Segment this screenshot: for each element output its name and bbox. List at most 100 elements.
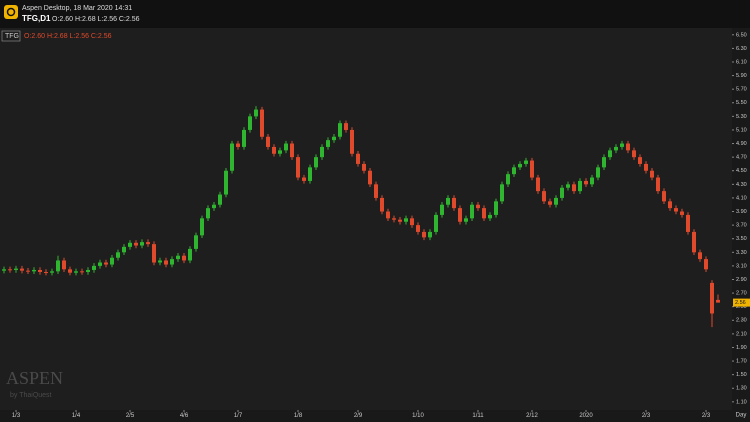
candle-body: [386, 211, 390, 219]
y-tick-label: 1.30: [736, 386, 747, 392]
candle-body: [212, 204, 216, 209]
y-tick-label: 3.90: [736, 209, 747, 215]
x-tick-label: 1/7: [234, 413, 243, 419]
candle-body: [452, 197, 456, 209]
candle-body: [392, 218, 396, 220]
candle-body: [56, 260, 60, 272]
candle-body: [296, 157, 300, 178]
y-tick-label: 4.10: [736, 195, 747, 201]
x-tick-label: 1/11: [472, 413, 484, 419]
candle-body: [230, 143, 234, 171]
y-tick-label: 5.50: [736, 100, 747, 106]
candle-body: [8, 269, 12, 271]
y-tick-label: 1.70: [736, 359, 747, 365]
candle-body: [614, 146, 618, 151]
y-tick-label: 4.50: [736, 168, 747, 174]
y-tick-label: 2.50: [736, 304, 747, 310]
candle-body: [224, 170, 228, 195]
candle-body: [98, 262, 102, 266]
y-tick-label: 3.70: [736, 223, 747, 229]
candle-body: [512, 167, 516, 175]
x-tick-label: 1/10: [412, 413, 424, 419]
candle-body: [416, 225, 420, 232]
candle-body: [608, 150, 612, 158]
candle-body: [656, 177, 660, 192]
candle-body: [350, 129, 354, 154]
candle-body: [86, 269, 90, 273]
candle-body: [302, 177, 306, 181]
candle-body: [488, 214, 492, 219]
candle-body: [332, 136, 336, 141]
candle-body: [602, 157, 606, 168]
candle-body: [716, 299, 720, 303]
candle-body: [50, 271, 54, 273]
candle-body: [404, 218, 408, 222]
time-axis: [0, 410, 732, 422]
candle-body: [434, 214, 438, 232]
candle-body: [410, 218, 414, 226]
candle-body: [32, 269, 36, 272]
candle-body: [638, 157, 642, 164]
candle-body: [626, 143, 630, 151]
y-tick-label: 2.30: [736, 318, 747, 324]
candle-body: [266, 136, 270, 147]
candle-body: [200, 218, 204, 236]
candle-body: [164, 260, 168, 265]
y-tick-label: 6.10: [736, 59, 747, 65]
candle-body: [572, 184, 576, 192]
app-icon: [4, 5, 18, 19]
candle-body: [218, 194, 222, 205]
candle-body: [272, 146, 276, 154]
candle-body: [530, 160, 534, 178]
candle-body: [176, 255, 180, 260]
y-tick-label: 1.50: [736, 372, 747, 378]
last-price-label: 2.56: [735, 300, 746, 306]
y-tick-label: 4.70: [736, 155, 747, 161]
candle-body: [146, 242, 150, 245]
candle-body: [458, 208, 462, 222]
candle-body: [554, 197, 558, 205]
candle-body: [446, 197, 450, 205]
candle-body: [80, 271, 84, 273]
candle-body: [254, 109, 258, 117]
candle-body: [482, 208, 486, 219]
y-tick-label: 4.90: [736, 141, 747, 147]
candle-body: [140, 242, 144, 246]
candle-body: [128, 242, 132, 247]
candle-body: [260, 109, 264, 137]
candle-body: [368, 170, 372, 185]
candle-body: [188, 248, 192, 261]
candle-body: [620, 143, 624, 147]
watermark: ASPEN: [6, 368, 63, 388]
candle-body: [704, 259, 708, 270]
candle-body: [662, 191, 666, 202]
candle-body: [674, 208, 678, 212]
candle-body: [158, 260, 162, 263]
y-tick-label: 3.10: [736, 263, 747, 269]
candle-body: [122, 246, 126, 253]
candle-body: [110, 257, 114, 265]
x-tick-label: 1/8: [294, 413, 303, 419]
candle-body: [560, 187, 564, 198]
candle-body: [182, 255, 186, 261]
candle-body: [326, 140, 330, 147]
x-tick-label: 2/3: [702, 413, 711, 419]
y-tick-label: 5.70: [736, 87, 747, 93]
y-tick-label: 5.10: [736, 127, 747, 133]
candle-body: [20, 268, 24, 271]
candle-body: [428, 231, 432, 238]
ohlc-header: O:2.60 H:2.68 L:2.56 C:2.56: [52, 16, 140, 23]
app-title: Aspen Desktop, 18 Mar 2020 14:31: [22, 5, 132, 12]
timeframe-label: Day: [736, 413, 747, 419]
candle-body: [650, 170, 654, 178]
candle-body: [248, 116, 252, 130]
y-tick-label: 1.10: [736, 399, 747, 405]
candle-body: [290, 143, 294, 158]
price-axis: [732, 28, 750, 422]
candle-body: [194, 235, 198, 249]
candle-body: [578, 180, 582, 192]
candle-body: [398, 219, 402, 222]
app-icon-glyph: [6, 7, 16, 17]
candle-body: [92, 265, 96, 270]
